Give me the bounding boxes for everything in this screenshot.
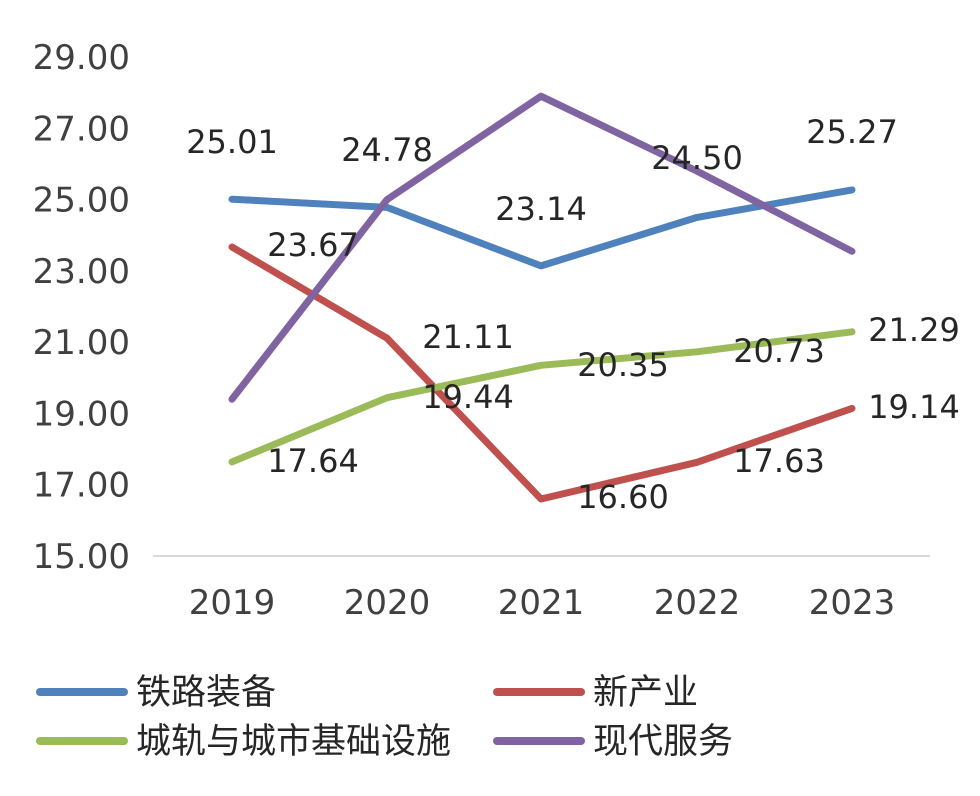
series-line-3 <box>228 92 856 403</box>
x-axis-ticks: 2019 2020 2021 2022 2023 <box>189 583 896 623</box>
legend-label: 新产业 <box>593 673 698 713</box>
data-label: 23.14 <box>495 190 587 228</box>
y-tick-label: 25.00 <box>33 181 130 221</box>
series-lines <box>228 92 856 503</box>
data-label: 16.60 <box>577 478 669 516</box>
series-line-0 <box>228 186 856 270</box>
x-tick-label: 2022 <box>654 583 741 623</box>
data-label: 23.67 <box>267 226 359 264</box>
y-tick-label: 23.00 <box>33 252 130 292</box>
data-labels: 25.01 24.78 23.14 24.50 25.27 23.67 21.11 16.60… <box>186 113 960 516</box>
data-label: 24.78 <box>341 131 433 169</box>
legend-label: 铁路装备 <box>136 673 276 713</box>
y-tick-label: 15.00 <box>33 537 130 577</box>
data-label: 17.63 <box>733 442 825 480</box>
y-tick-label: 21.00 <box>33 323 130 363</box>
y-tick-label: 29.00 <box>33 38 130 78</box>
y-axis-ticks: 15.00 17.00 19.00 21.00 23.00 25.00 27.00 29.00 <box>33 38 130 577</box>
legend-label: 城轨与城市基础设施 <box>136 722 451 762</box>
y-tick-label: 19.00 <box>33 394 130 434</box>
series-line-2 <box>228 328 856 466</box>
y-tick-label: 27.00 <box>33 109 130 149</box>
data-label: 20.35 <box>577 346 669 384</box>
data-label: 20.73 <box>733 332 825 370</box>
y-tick-label: 17.00 <box>33 466 130 506</box>
data-label: 25.27 <box>806 113 898 151</box>
data-label: 21.11 <box>422 318 514 356</box>
legend-label: 现代服务 <box>593 722 733 762</box>
data-label: 17.64 <box>267 442 359 480</box>
x-tick-label: 2023 <box>809 583 896 623</box>
data-label: 19.44 <box>422 378 514 416</box>
data-label: 19.14 <box>868 388 960 426</box>
data-label: 24.50 <box>651 139 743 177</box>
x-tick-label: 2020 <box>344 583 431 623</box>
series-line-1 <box>228 243 856 503</box>
data-label: 21.29 <box>868 311 960 349</box>
data-label: 25.01 <box>186 123 278 161</box>
x-tick-label: 2019 <box>189 583 276 623</box>
x-tick-label: 2021 <box>498 583 585 623</box>
